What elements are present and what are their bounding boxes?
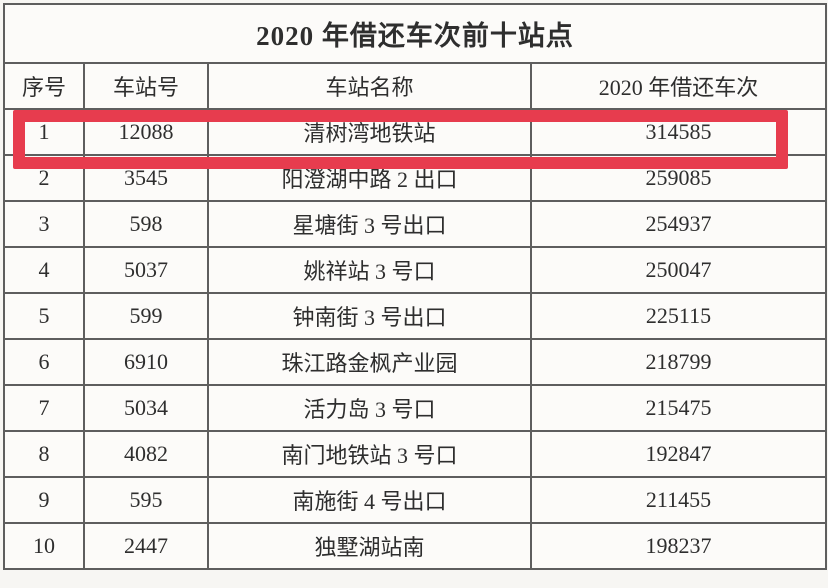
title-row: 2020 年借还车次前十站点: [3, 3, 827, 64]
rank-cell: 10: [3, 522, 85, 570]
count-cell: 254937: [530, 200, 827, 248]
header-row: 序号 车站号 车站名称 2020 年借还车次: [3, 62, 827, 110]
rank-cell: 3: [3, 200, 85, 248]
table-row: 10 2447 独墅湖站南 198237: [3, 522, 827, 570]
rank-cell: 2: [3, 154, 85, 202]
station-id-cell: 6910: [83, 338, 209, 386]
rank-cell: 4: [3, 246, 85, 294]
count-cell: 225115: [530, 292, 827, 340]
rank-cell: 8: [3, 430, 85, 478]
header-cell-station-id: 车站号: [83, 62, 209, 110]
station-id-cell: 595: [83, 476, 209, 524]
table-row: 3 598 星塘街 3 号出口 254937: [3, 200, 827, 248]
count-cell: 211455: [530, 476, 827, 524]
station-name-cell: 活力岛 3 号口: [207, 384, 532, 432]
station-id-cell: 2447: [83, 522, 209, 570]
table-row: 6 6910 珠江路金枫产业园 218799: [3, 338, 827, 386]
table-row: 8 4082 南门地铁站 3 号口 192847: [3, 430, 827, 478]
count-cell: 314585: [530, 108, 827, 156]
table-title: 2020 年借还车次前十站点: [3, 3, 827, 64]
header-cell-station-name: 车站名称: [207, 62, 532, 110]
table-row-highlighted: 1 12088 清树湾地铁站 314585: [3, 108, 827, 156]
station-name-cell: 南施街 4 号出口: [207, 476, 532, 524]
station-name-cell: 姚祥站 3 号口: [207, 246, 532, 294]
table-row: 9 595 南施街 4 号出口 211455: [3, 476, 827, 524]
count-cell: 198237: [530, 522, 827, 570]
station-name-cell: 钟南街 3 号出口: [207, 292, 532, 340]
station-id-cell: 5034: [83, 384, 209, 432]
count-cell: 259085: [530, 154, 827, 202]
station-name-cell: 星塘街 3 号出口: [207, 200, 532, 248]
station-name-cell: 南门地铁站 3 号口: [207, 430, 532, 478]
station-name-cell: 清树湾地铁站: [207, 108, 532, 156]
header-cell-count: 2020 年借还车次: [530, 62, 827, 110]
table-row: 2 3545 阳澄湖中路 2 出口 259085: [3, 154, 827, 202]
rank-cell: 5: [3, 292, 85, 340]
rank-cell: 9: [3, 476, 85, 524]
count-cell: 215475: [530, 384, 827, 432]
header-cell-rank: 序号: [3, 62, 85, 110]
top-stations-table: 2020 年借还车次前十站点 序号 车站号 车站名称 2020 年借还车次 1 1208…: [3, 3, 827, 570]
rank-cell: 1: [3, 108, 85, 156]
table-row: 5 599 钟南街 3 号出口 225115: [3, 292, 827, 340]
station-name-cell: 阳澄湖中路 2 出口: [207, 154, 532, 202]
table-body: 1 12088 清树湾地铁站 314585 2 3545 阳澄湖中路 2 出口 259085 3…: [3, 108, 827, 570]
station-id-cell: 12088: [83, 108, 209, 156]
rank-cell: 6: [3, 338, 85, 386]
station-name-cell: 独墅湖站南: [207, 522, 532, 570]
table-row: 7 5034 活力岛 3 号口 215475: [3, 384, 827, 432]
station-name-cell: 珠江路金枫产业园: [207, 338, 532, 386]
rank-cell: 7: [3, 384, 85, 432]
station-id-cell: 4082: [83, 430, 209, 478]
count-cell: 250047: [530, 246, 827, 294]
station-id-cell: 598: [83, 200, 209, 248]
station-id-cell: 5037: [83, 246, 209, 294]
count-cell: 192847: [530, 430, 827, 478]
count-cell: 218799: [530, 338, 827, 386]
station-id-cell: 599: [83, 292, 209, 340]
station-id-cell: 3545: [83, 154, 209, 202]
table-row: 4 5037 姚祥站 3 号口 250047: [3, 246, 827, 294]
